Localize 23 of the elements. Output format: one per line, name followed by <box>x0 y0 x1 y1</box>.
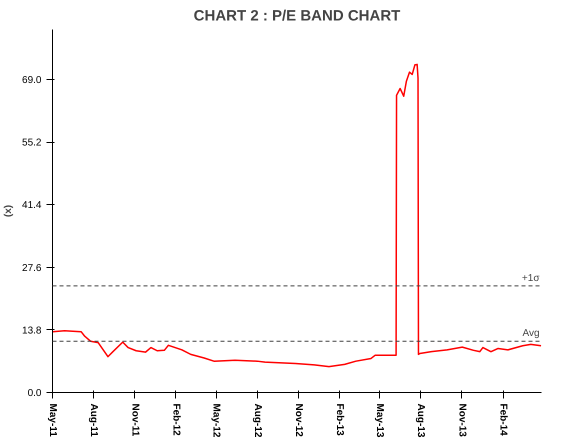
x-tick-label: Feb-13 <box>334 404 346 436</box>
x-tick-label: Aug-12 <box>252 404 263 438</box>
y-tick-label: 41.4 <box>22 200 42 212</box>
x-tick-label: May-12 <box>210 404 222 438</box>
x-tick-label: May-13 <box>374 404 386 438</box>
x-tick-label: Nov-11 <box>129 404 140 437</box>
y-tick-label: 27.6 <box>22 262 42 274</box>
x-tick-label: Feb-12 <box>170 404 182 436</box>
x-tick-label: Aug-13 <box>415 404 426 438</box>
x-tick-label: Nov-13 <box>456 404 468 438</box>
y-tick-label: 55.2 <box>22 138 42 149</box>
line-series <box>52 64 542 368</box>
ref-line-label: +1σ <box>522 272 540 284</box>
y-axis-title: (x) <box>3 204 14 218</box>
chart-title: CHART 2 : P/E BAND CHART <box>194 8 400 24</box>
y-tick-label: 69.0 <box>22 74 42 86</box>
y-tick-label: 13.8 <box>22 325 42 336</box>
ref-line-label: Avg <box>522 328 540 340</box>
x-tick-label: Feb-14 <box>498 404 509 436</box>
x-tick-label: May-11 <box>47 404 58 438</box>
x-tick-label: Aug-11 <box>88 404 100 438</box>
x-tick-label: Nov-12 <box>293 404 304 438</box>
y-tick-label: 0.0 <box>28 388 42 399</box>
